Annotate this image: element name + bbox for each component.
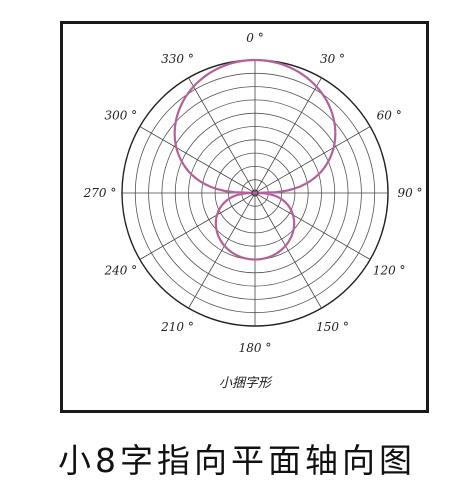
- figure-caption: 小8字指向平面轴向图: [58, 441, 416, 480]
- angle-label: 30 °: [320, 52, 345, 66]
- angle-labels: 0 ° 30 ° 60 ° 90 ° 120 ° 150 ° 180 ° 210 ° 240 °…: [83, 31, 423, 355]
- angle-label: 300 °: [104, 109, 137, 123]
- inner-caption: 小捆字形: [219, 375, 273, 391]
- angle-label: 90 °: [397, 186, 422, 200]
- diagram-frame: [60, 21, 429, 413]
- angle-label: 180 °: [239, 341, 272, 355]
- angle-label: 60 °: [377, 109, 402, 123]
- angle-label: 120 °: [373, 264, 406, 278]
- angle-label: 150 °: [316, 320, 349, 334]
- angle-label: 270 °: [83, 186, 117, 200]
- angle-label: 210 °: [160, 320, 194, 334]
- angle-label: 240 °: [103, 264, 137, 278]
- angle-label: 330 °: [161, 52, 194, 66]
- center-marker: [251, 189, 259, 197]
- polar-pattern-curve: [173, 58, 337, 261]
- angle-label: 0 °: [246, 31, 263, 45]
